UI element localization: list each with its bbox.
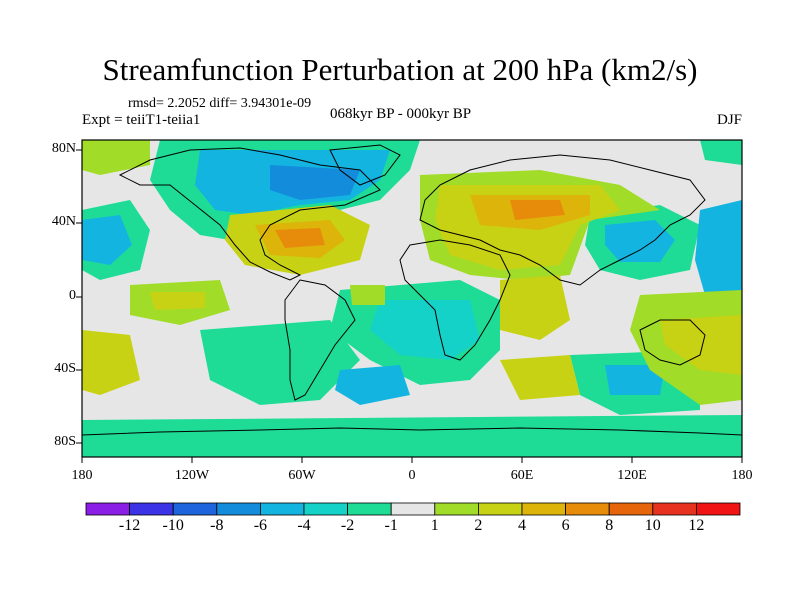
contour-neg-east-pacific	[695, 200, 742, 300]
colorbar-swatch	[303, 502, 348, 516]
lat-label-80s: 80S	[54, 434, 76, 449]
lat-label-40s: 40S	[54, 361, 76, 376]
plot-title: Streamfunction Perturbation at 200 hPa (…	[102, 52, 698, 87]
colorbar-label: 2	[474, 517, 483, 534]
lon-label-60e: 60E	[510, 468, 534, 483]
contour-pos-atlantic-peak	[275, 228, 325, 248]
contour-pos-africa-east	[500, 275, 570, 340]
map-ticks	[76, 149, 743, 463]
coastlines	[82, 144, 742, 436]
contour-pos-south-indian	[500, 355, 580, 400]
lon-label-60w: 60W	[288, 468, 316, 483]
coast-europe-asia	[419, 154, 706, 286]
contour-pos-atlantic-south-small	[350, 285, 385, 305]
colorbar-swatch	[129, 502, 174, 516]
contour-pos-north-pacific	[82, 140, 150, 175]
colorbar-label: -8	[210, 517, 224, 534]
period-label: 068kyr BP - 000kyr BP	[330, 106, 472, 122]
coast-greenland	[329, 144, 401, 186]
colorbar	[85, 502, 741, 516]
contour-neg-west-pacific-core	[82, 215, 132, 265]
lat-label-40n: 40N	[51, 214, 76, 229]
contour-neg-east-asia-core	[605, 220, 675, 262]
contour-pos-sw-pacific	[82, 330, 140, 395]
colorbar-swatch	[608, 502, 654, 516]
colorbar-swatch	[477, 502, 523, 516]
contour-neg-southern-ocean	[82, 415, 742, 457]
contour-pos-ep-core	[150, 292, 205, 310]
colorbar-swatch	[565, 502, 610, 516]
lon-label-120w: 120W	[174, 468, 210, 483]
coast-australia	[639, 319, 706, 366]
colorbar-label: -2	[340, 517, 355, 534]
contour-neg-na-inner	[270, 165, 360, 200]
colorbar-swatch	[85, 502, 130, 516]
colorbar-swatch	[434, 502, 479, 516]
lon-label-180w: 180	[71, 468, 93, 483]
contour-pos-australia-core	[660, 315, 742, 375]
lon-label-180e: 180	[731, 468, 753, 483]
colorbar-label: 8	[605, 517, 614, 534]
lat-label-80n: 80N	[51, 141, 76, 156]
lon-label-0: 0	[408, 468, 416, 483]
contour-neg-io-core	[605, 365, 665, 395]
contour-neg-south-pacific	[200, 320, 360, 405]
colorbar-swatch	[347, 502, 392, 516]
contour-pos-eurasia-peak	[510, 200, 565, 220]
colorbar-label: -4	[297, 517, 311, 534]
colorbar-swatch	[652, 502, 697, 516]
colorbar-swatch	[216, 502, 261, 516]
colorbar-swatch	[696, 502, 741, 516]
stats-text: rmsd= 2.2052 diff= 3.94301e-09	[128, 96, 312, 111]
colorbar-swatch	[390, 502, 436, 516]
contour-neg-south-atlantic-core	[370, 300, 480, 360]
coast-africa	[399, 239, 511, 361]
colorbar-label: 6	[561, 517, 570, 534]
colorbar-label: -10	[162, 517, 184, 534]
colorbar-label: -1	[384, 517, 398, 534]
colorbar-label: 4	[518, 517, 526, 534]
colorbar-label: -6	[253, 517, 268, 534]
colorbar-swatch	[172, 502, 218, 516]
colorbar-swatch	[259, 502, 305, 516]
experiment-label: Expt = teiiT1-teiia1	[82, 112, 201, 128]
colorbar-label: 10	[644, 517, 661, 534]
lon-label-120e: 120E	[617, 468, 647, 483]
contour-neg-arctic	[700, 140, 742, 165]
coast-south-america	[284, 279, 356, 401]
contour-field	[82, 140, 742, 457]
coast-north-america	[118, 147, 381, 281]
colorbar-label: 1	[430, 517, 439, 534]
colorbar-swatch	[521, 502, 566, 516]
colorbar-label: 12	[688, 517, 705, 534]
coast-antarctica	[82, 427, 742, 436]
contour-neg-sp-core	[335, 365, 410, 405]
season-label: DJF	[716, 112, 742, 128]
lat-label-0: 0	[69, 288, 76, 303]
colorbar-label: -12	[118, 517, 141, 534]
